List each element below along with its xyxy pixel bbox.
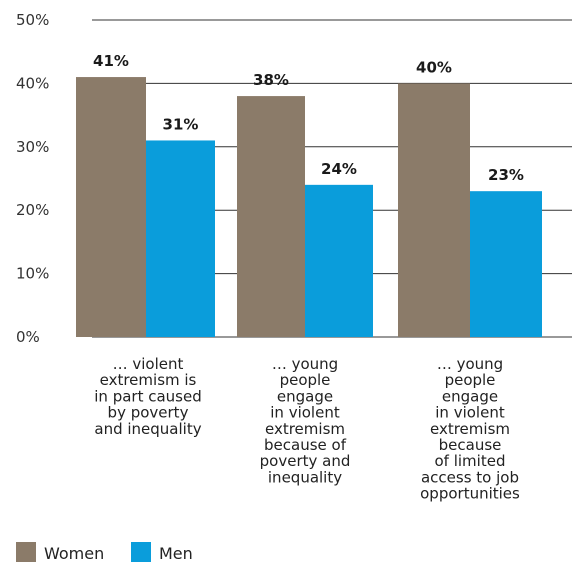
category-label-1: … violent extremism is in part caused by po… bbox=[94, 355, 201, 438]
y-tick-label: 40% bbox=[16, 74, 49, 92]
category-label-line: because of bbox=[264, 436, 347, 454]
bar-women-2 bbox=[237, 96, 305, 337]
category-label-line: extremism is bbox=[100, 371, 197, 389]
bar-women-3 bbox=[398, 83, 470, 338]
category-label-line: inequality bbox=[268, 468, 342, 486]
bar-women-1 bbox=[76, 77, 146, 337]
category-label-line: opportunities bbox=[420, 485, 520, 503]
bar-men-1 bbox=[146, 140, 215, 337]
category-label-3: … young people engage in violent extremism be… bbox=[420, 355, 520, 503]
category-label-line: access to job bbox=[421, 468, 519, 486]
data-label-men-3: 23% bbox=[488, 166, 524, 184]
legend-label-men: Men bbox=[159, 544, 193, 562]
category-label-line: extremism bbox=[265, 420, 345, 438]
category-label-line: engage bbox=[442, 387, 498, 405]
category-label-line: extremism bbox=[430, 420, 510, 438]
category-label-line: … young bbox=[437, 355, 503, 373]
category-label-line: in violent bbox=[270, 404, 340, 422]
category-label-2: … young people engage in violent extremism be… bbox=[260, 355, 351, 486]
y-tick-label: 0% bbox=[16, 328, 40, 346]
bar-men-2 bbox=[305, 184, 373, 337]
category-label-line: … young bbox=[272, 355, 338, 373]
y-tick-label: 10% bbox=[16, 265, 49, 283]
category-label-line: of limited bbox=[435, 452, 506, 470]
data-label-women-3: 40% bbox=[416, 58, 452, 76]
data-labels: 41% 31% 38% 24% 40% 23% bbox=[93, 52, 524, 184]
y-tick-label: 30% bbox=[16, 138, 49, 156]
category-label-line: in part caused bbox=[94, 387, 201, 405]
category-label-line: people bbox=[280, 371, 331, 389]
category-label-line: because bbox=[439, 436, 502, 454]
category-labels: … violent extremism is in part caused by po… bbox=[94, 355, 520, 503]
y-tick-label: 50% bbox=[16, 11, 49, 29]
category-label-line: … violent bbox=[113, 355, 184, 373]
y-axis-ticks: 0% 10% 20% 30% 40% 50% bbox=[16, 11, 49, 346]
category-label-line: by poverty bbox=[108, 404, 189, 422]
category-label-line: poverty and bbox=[260, 452, 351, 470]
data-label-women-1: 41% bbox=[93, 52, 129, 70]
data-label-men-2: 24% bbox=[321, 160, 357, 178]
legend-swatch-men bbox=[131, 542, 151, 562]
y-tick-label: 20% bbox=[16, 201, 49, 219]
category-label-line: in violent bbox=[435, 404, 505, 422]
legend-swatch-women bbox=[16, 542, 36, 562]
category-label-line: engage bbox=[277, 387, 333, 405]
category-label-line: people bbox=[445, 371, 496, 389]
legend-label-women: Women bbox=[44, 544, 104, 562]
bar-men-3 bbox=[470, 191, 542, 337]
data-label-women-2: 38% bbox=[253, 71, 289, 89]
legend: Women Men bbox=[16, 542, 193, 562]
data-label-men-1: 31% bbox=[163, 115, 199, 133]
category-label-line: and inequality bbox=[94, 420, 201, 438]
bars bbox=[76, 77, 542, 338]
